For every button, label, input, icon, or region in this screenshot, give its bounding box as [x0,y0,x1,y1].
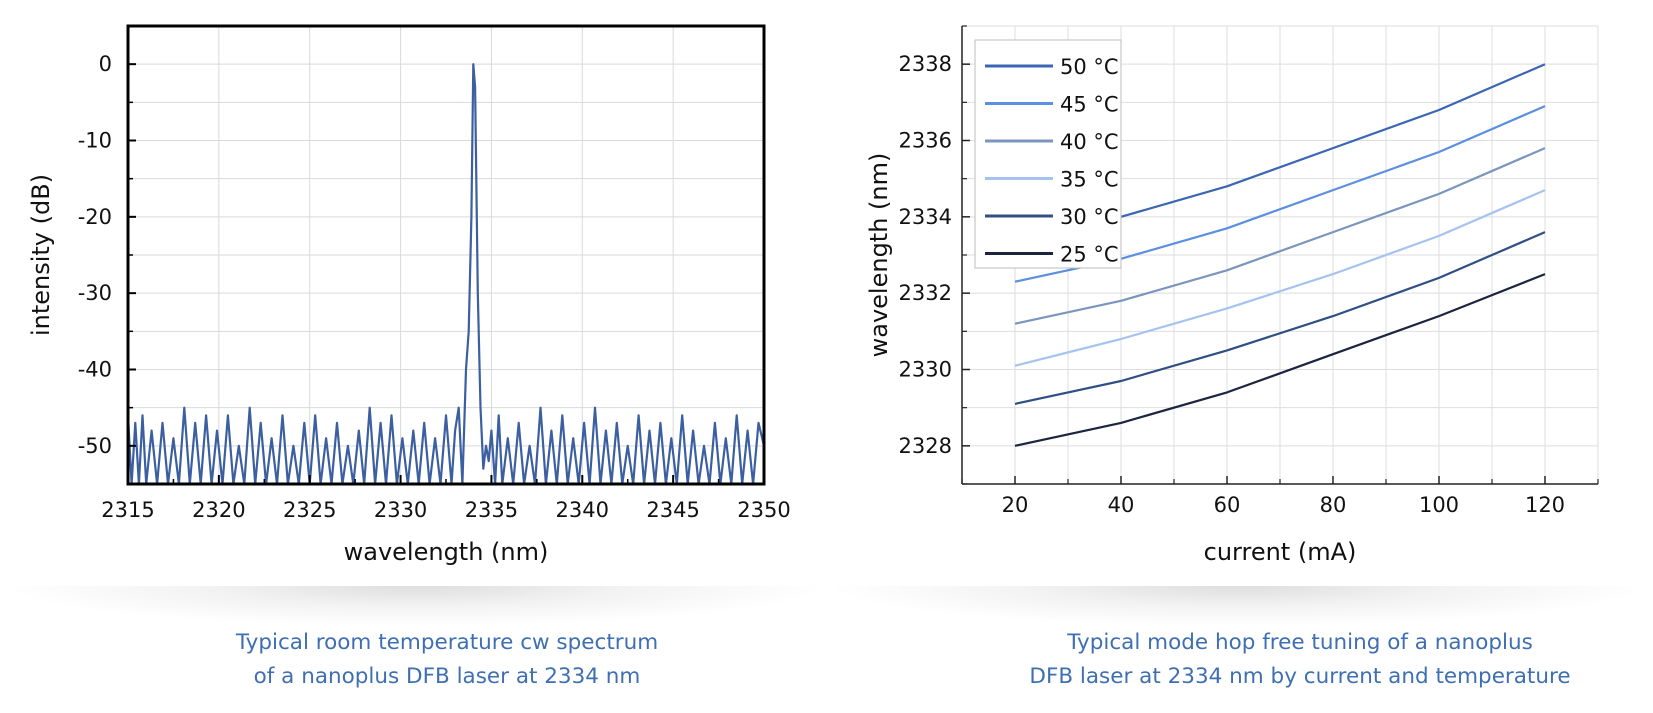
tuning-caption-line-1: Typical mode hop free tuning of a nanopl… [1067,630,1533,655]
tuning-caption-line-2: DFB laser at 2334 nm by current and temp… [1029,664,1571,689]
x-tick-label: 80 [1320,493,1347,517]
spectrum-caption-line-2: of a nanoplus DFB laser at 2334 nm [253,664,641,689]
legend-label: 25 °C [1060,243,1119,267]
y-tick-label: -10 [78,129,112,153]
y-tick-label: 2328 [899,434,952,458]
legend-label: 35 °C [1060,168,1119,192]
x-tick-label: 2330 [374,498,427,522]
y-axis-label: wavelength (nm) [865,153,893,358]
legend-label: 45 °C [1060,93,1119,117]
y-tick-label: 2332 [899,281,952,305]
spectrum-chart: 2315 2320 2325 2330 2335 2340 2345 2350 0 -10 -20 -… [27,24,791,566]
x-tick-label: 40 [1108,493,1135,517]
legend-label: 30 °C [1060,205,1119,229]
y-tick-label: 2334 [899,205,952,229]
x-tick-label: 100 [1419,493,1459,517]
legend-label: 50 °C [1060,55,1119,79]
y-axis-label: intensity (dB) [27,174,55,336]
caption-divider-right [823,586,1653,626]
x-tick-label: 2350 [737,498,790,522]
spectrum-series-line [128,63,764,484]
y-tick-label: -20 [78,205,112,229]
x-axis-label: wavelength (nm) [344,538,549,566]
x-tick-label: 60 [1214,493,1241,517]
y-tick-label: 0 [99,52,112,76]
series-line [1014,189,1546,367]
spectrum-caption: Typical room temperature cw spectrum of … [147,626,747,694]
caption-divider-left [0,586,830,626]
x-tick-label: 2325 [283,498,336,522]
x-tick-label: 20 [1002,493,1029,517]
y-tick-label: -30 [78,281,112,305]
series-line [1014,273,1546,447]
legend-label: 40 °C [1060,130,1119,154]
y-tick-label: -40 [78,358,112,382]
x-tick-label: 2340 [556,498,609,522]
y-tick-label: 2336 [899,129,952,153]
x-tick-label: 2335 [465,498,518,522]
y-tick-label: 2338 [899,52,952,76]
x-tick-label: 2320 [192,498,245,522]
x-tick-label: 2315 [101,498,154,522]
legend-box [974,39,1122,269]
spectrum-caption-line-1: Typical room temperature cw spectrum [235,630,659,655]
x-axis-label: current (mA) [1204,538,1357,566]
x-tick-label: 2345 [646,498,699,522]
series-line [1014,231,1546,405]
y-tick-label: 2330 [899,358,952,382]
tuning-caption: Typical mode hop free tuning of a nanopl… [1000,626,1600,694]
series-line [1014,147,1546,325]
tuning-chart: 20 40 60 80 100 120 2328 2330 2332 2334 2336 2338 cu… [865,25,1599,566]
y-tick-label: -50 [78,434,112,458]
x-tick-label: 120 [1525,493,1565,517]
